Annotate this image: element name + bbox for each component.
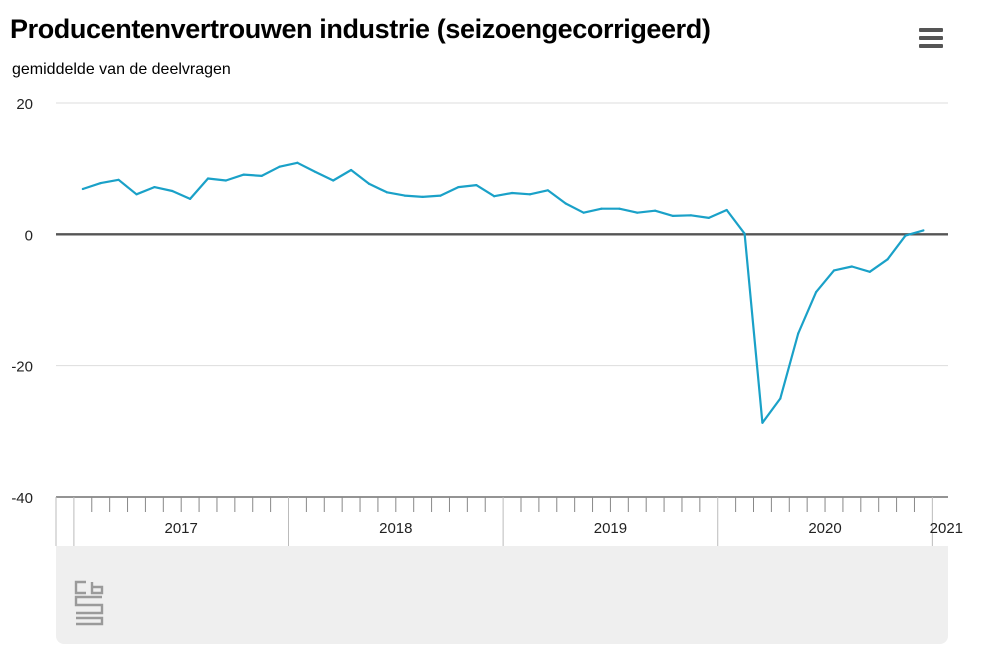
data-point	[403, 194, 406, 197]
data-point	[815, 291, 818, 294]
data-point	[135, 193, 138, 196]
data-point	[189, 197, 192, 200]
data-point	[922, 229, 925, 232]
data-point	[832, 269, 836, 272]
data-point	[618, 207, 621, 210]
data-point	[850, 265, 853, 268]
data-point	[99, 182, 102, 185]
data-point	[886, 258, 889, 261]
data-point	[439, 194, 442, 197]
data-point	[689, 214, 693, 217]
data-point	[206, 177, 210, 180]
chart-subtitle: gemiddelde van de deelvragen	[12, 61, 231, 78]
data-point	[385, 191, 388, 194]
data-point	[349, 168, 353, 172]
data-point	[868, 270, 871, 273]
data-point	[493, 195, 496, 198]
data-point	[761, 421, 764, 424]
data-point	[296, 161, 299, 164]
series-line	[82, 161, 924, 424]
x-year-label: 2017	[165, 520, 198, 537]
data-point	[797, 332, 800, 335]
data-point	[457, 185, 460, 189]
data-point	[707, 216, 710, 220]
chart-title: Producentenvertrouwen industrie (seizoen…	[10, 14, 711, 44]
data-point	[600, 207, 603, 210]
hamburger-menu-icon[interactable]	[914, 24, 948, 52]
data-point	[779, 397, 782, 400]
data-point	[153, 185, 156, 189]
y-tick-label: -20	[11, 359, 33, 376]
data-point	[725, 208, 728, 212]
data-point	[314, 170, 317, 174]
data-point	[475, 183, 478, 187]
x-year-label: 2019	[594, 520, 627, 537]
data-point	[582, 211, 585, 214]
data-point	[81, 187, 84, 191]
x-year-label: 2021	[930, 520, 963, 537]
chart-footer	[56, 546, 948, 644]
data-point	[654, 209, 657, 212]
data-point	[117, 178, 120, 181]
y-tick-label: -40	[11, 490, 33, 507]
data-point	[743, 232, 746, 235]
cbs-logo-icon	[74, 580, 104, 626]
data-point	[332, 179, 335, 182]
data-point	[171, 189, 174, 193]
data-point	[904, 234, 907, 237]
data-point	[278, 165, 281, 168]
x-year-label: 2020	[808, 520, 841, 537]
data-point	[636, 211, 639, 214]
data-point	[510, 191, 514, 195]
data-point	[564, 202, 567, 205]
data-point	[546, 189, 549, 192]
y-tick-label: 0	[25, 227, 33, 244]
data-point	[367, 182, 371, 185]
data-point	[528, 193, 532, 196]
data-point	[421, 195, 424, 199]
data-point	[260, 174, 263, 177]
y-tick-label: 20	[16, 96, 33, 113]
x-year-label: 2018	[379, 520, 412, 537]
data-point	[242, 173, 245, 176]
data-point	[224, 179, 228, 182]
data-point	[671, 214, 675, 218]
